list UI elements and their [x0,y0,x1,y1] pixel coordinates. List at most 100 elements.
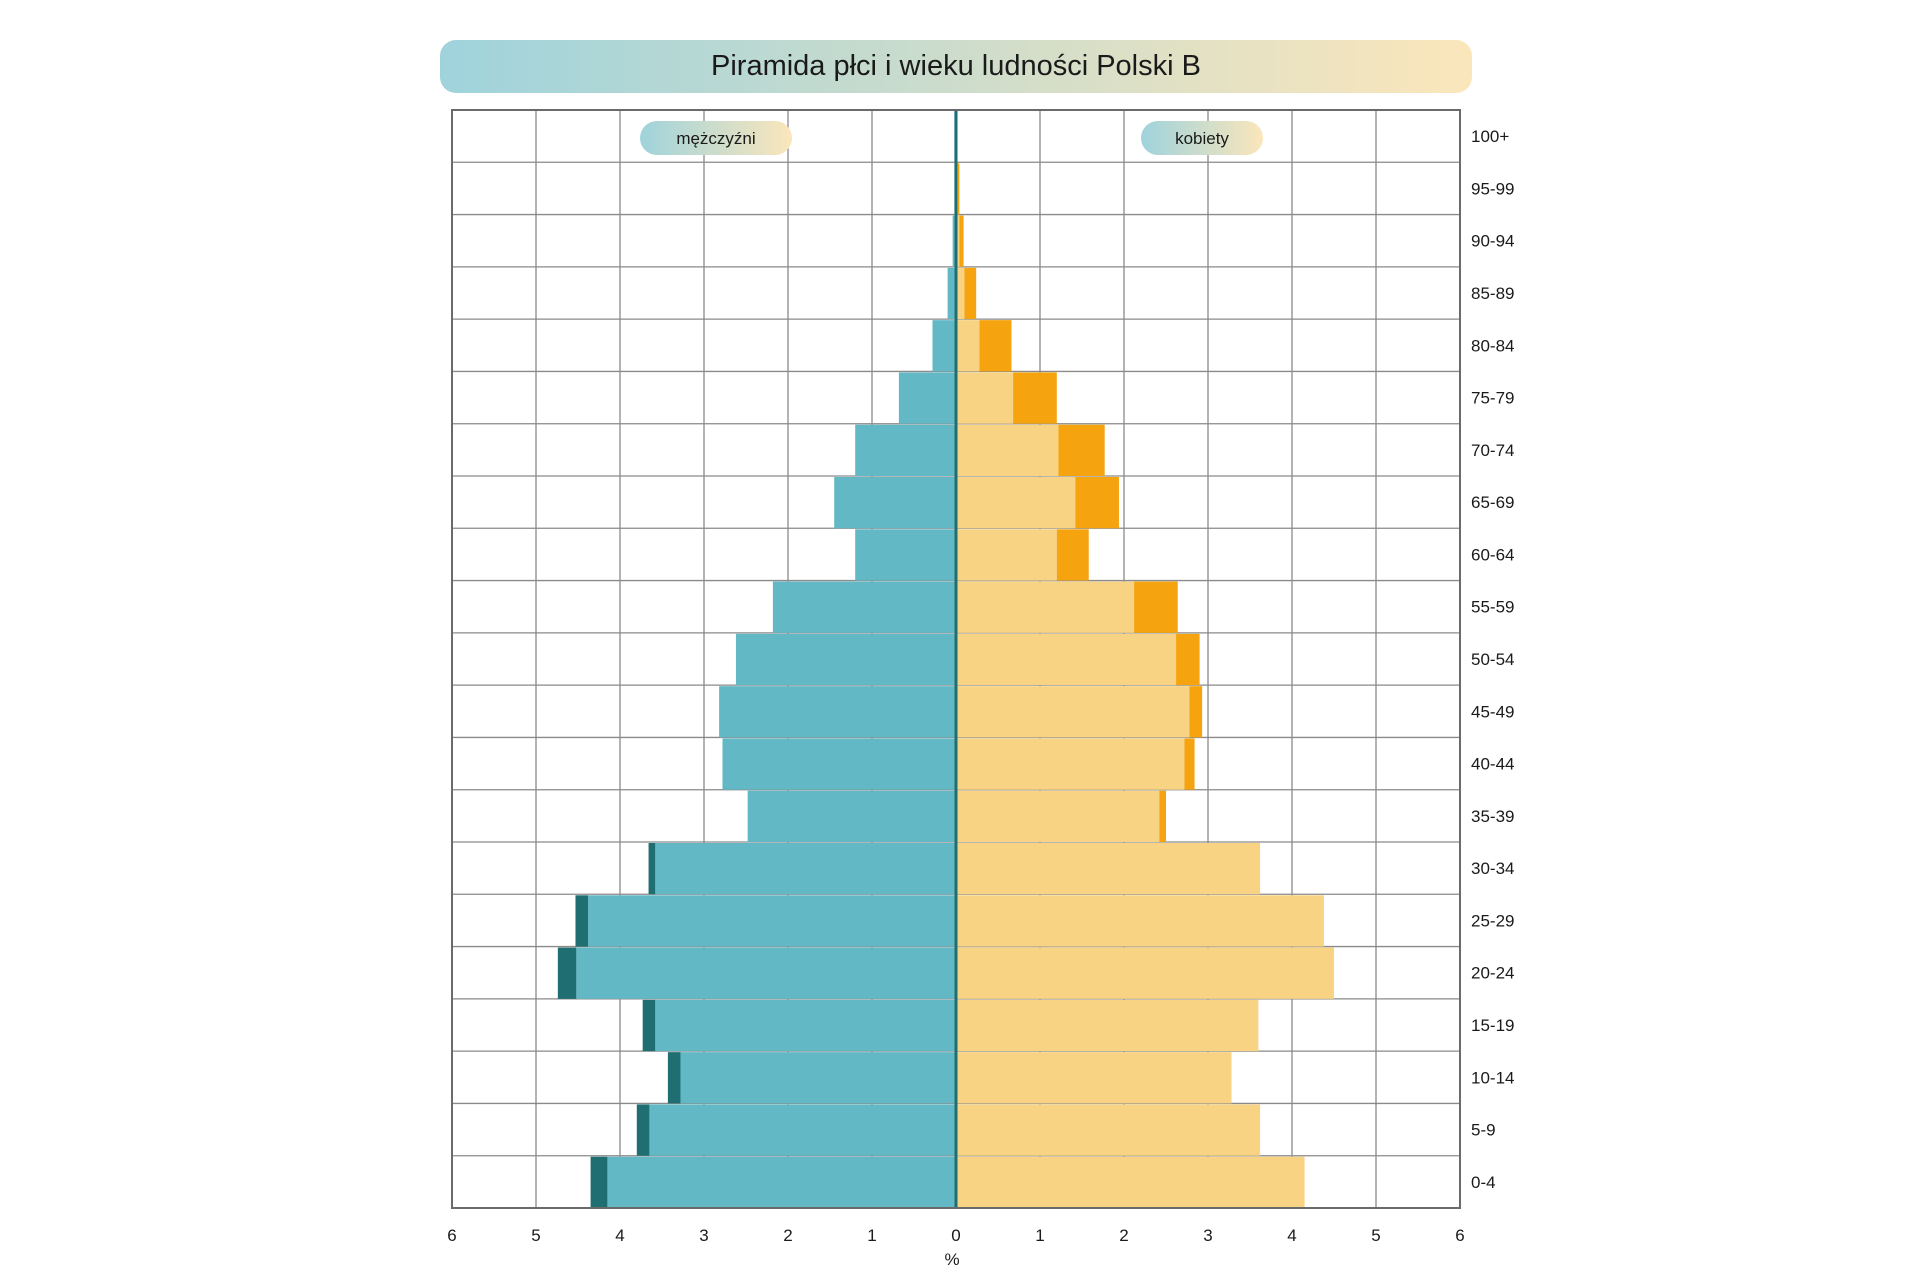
female-excess-bar-65-69 [1075,477,1119,529]
female-bar-35-39 [956,790,1160,842]
x-tick-label: 0 [951,1226,960,1245]
age-group-label: 70-74 [1471,441,1514,460]
x-axis-label: % [944,1250,959,1269]
male-bar-85-89 [947,267,956,320]
male-bar-30-34 [655,843,956,895]
female-excess-bar-95-99 [957,163,960,215]
male-bar-5-9 [649,1104,956,1156]
x-tick-label: 1 [867,1226,876,1245]
female-bar-90-94 [956,215,960,267]
female-excess-bar-85-89 [964,267,977,320]
legend-male-label: mężczyźni [676,129,755,148]
plot-border [451,109,1461,1209]
female-excess-bar-35-39 [1159,790,1166,842]
male-bar-75-79 [898,372,956,424]
legend-male: mężczyźni [640,121,792,155]
legend-male-pill [640,121,792,155]
female-excess-bar-40-44 [1184,738,1195,790]
age-group-label: 80-84 [1471,336,1514,355]
female-excess-bar-60-64 [1056,529,1089,581]
male-bar-15-19 [655,999,956,1052]
female-bar-70-74 [956,424,1059,476]
x-tick-label: 3 [1203,1226,1212,1245]
female-bar-55-59 [956,581,1135,633]
male-bar-40-44 [722,738,956,790]
male-bar-70-74 [855,424,956,476]
bars [557,110,1334,1208]
female-excess-bar-90-94 [959,215,964,267]
age-group-label: 10-14 [1471,1068,1514,1087]
age-group-label: 75-79 [1471,389,1514,408]
x-axis-ticks: 6 5 4 3 2 1 0 1 2 3 4 5 6 [447,1226,1464,1245]
female-bar-65-69 [956,477,1076,529]
age-group-label: 55-59 [1471,598,1514,617]
x-tick-label: 2 [1119,1226,1128,1245]
male-bar-50-54 [735,633,956,686]
age-group-label: 90-94 [1471,232,1514,251]
male-bar-45-49 [719,686,956,738]
x-tick-label: 6 [1455,1226,1464,1245]
female-bar-40-44 [956,738,1185,790]
male-excess-bar-20-24 [557,947,577,999]
female-bar-15-19 [956,999,1259,1052]
x-tick-label: 5 [1371,1226,1380,1245]
title-banner: Piramida płci i wieku ludności Polski B [440,40,1472,93]
x-tick-label: 6 [447,1226,456,1245]
male-bar-65-69 [834,477,956,529]
legend-female-pill [1141,121,1263,155]
x-tick-label: 2 [783,1226,792,1245]
male-excess-bar-25-29 [575,895,589,947]
female-excess-bar-70-74 [1058,424,1105,476]
female-bar-75-79 [956,372,1014,424]
age-group-label: 5-9 [1471,1121,1496,1140]
age-group-labels: 0-4 5-9 10-14 15-19 20-24 25-29 30-34 35-39 40-4… [1471,127,1514,1192]
female-bar-10-14 [956,1052,1232,1104]
female-bar-20-24 [956,947,1334,999]
x-tick-label: 1 [1035,1226,1044,1245]
female-excess-bar-75-79 [1013,372,1057,424]
age-group-label: 65-69 [1471,493,1514,512]
female-excess-bar-50-54 [1176,633,1200,686]
age-group-label: 95-99 [1471,179,1514,198]
age-group-label: 25-29 [1471,911,1514,930]
legend-female-label: kobiety [1175,129,1229,148]
age-group-label: 35-39 [1471,807,1514,826]
female-bar-0-4 [956,1156,1305,1208]
female-bar-50-54 [956,633,1177,686]
age-group-label: 0-4 [1471,1173,1496,1192]
female-bar-5-9 [956,1104,1261,1156]
female-bar-25-29 [956,895,1324,947]
male-bar-60-64 [855,529,956,581]
male-bar-55-59 [772,581,956,633]
x-tick-label: 4 [1287,1226,1296,1245]
legend-female: kobiety [1141,121,1263,155]
male-bar-90-94 [952,215,956,267]
x-tick-label: 4 [615,1226,624,1245]
female-excess-bar-55-59 [1134,581,1178,633]
male-bar-10-14 [680,1052,956,1104]
male-excess-bar-10-14 [667,1052,681,1104]
title-banner-background [440,40,1472,93]
age-group-label: 85-89 [1471,284,1514,303]
male-excess-bar-30-34 [648,843,656,895]
plot-frame [451,109,1461,1209]
age-group-label: 30-34 [1471,859,1514,878]
age-group-label: 50-54 [1471,650,1514,669]
female-bar-60-64 [956,529,1057,581]
male-bar-20-24 [576,947,956,999]
female-excess-bar-80-84 [979,320,1012,372]
male-bar-35-39 [747,790,956,842]
age-group-label: 60-64 [1471,545,1514,564]
female-excess-bar-45-49 [1189,686,1203,738]
male-bar-25-29 [588,895,956,947]
x-tick-label: 3 [699,1226,708,1245]
male-bar-80-84 [932,320,956,372]
chart-title: Piramida płci i wieku ludności Polski B [711,50,1201,82]
male-excess-bar-5-9 [636,1104,650,1156]
female-bar-45-49 [956,686,1190,738]
age-group-label: 20-24 [1471,964,1514,983]
female-bar-30-34 [956,843,1261,895]
age-group-label: 15-19 [1471,1016,1514,1035]
female-bar-85-89 [956,267,965,320]
